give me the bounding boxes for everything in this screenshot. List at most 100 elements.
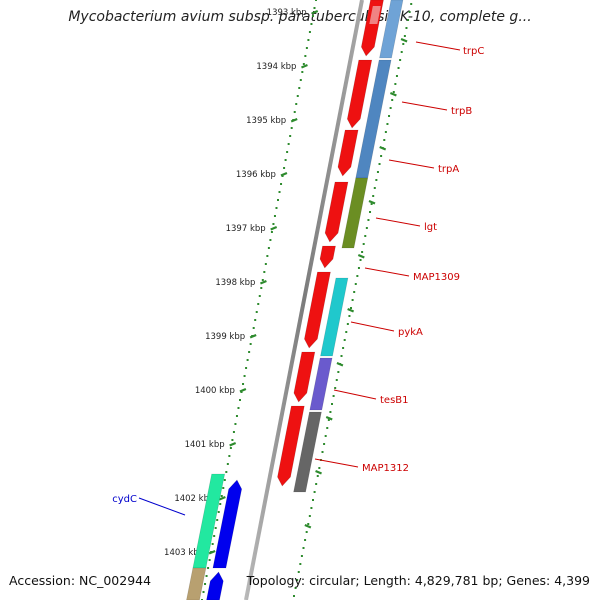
scale-dot: [297, 571, 300, 573]
scale-dot: [298, 87, 301, 89]
scale-dot: [287, 143, 290, 145]
scale-dot: [222, 487, 225, 489]
scale-dot: [335, 379, 338, 381]
scale-dot: [296, 95, 299, 97]
scale-dot: [373, 187, 376, 189]
gene-label[interactable]: cydC: [112, 494, 137, 505]
scale-dot: [273, 215, 276, 217]
scale-dot: [380, 155, 383, 157]
gene-label[interactable]: tesB1: [380, 395, 409, 406]
scale-dot: [313, 491, 316, 493]
scale-dot: [234, 423, 237, 425]
gene-trpC: [379, 0, 404, 59]
label-leader: [401, 101, 448, 111]
scale-dot: [402, 43, 405, 45]
scale-dot: [292, 595, 295, 597]
gene-label[interactable]: MAP1309: [413, 272, 460, 283]
scale-dot: [326, 427, 329, 429]
scale-dot: [389, 107, 392, 109]
scale-dot: [407, 19, 410, 21]
scale-dot: [316, 475, 319, 477]
scale-dot: [337, 371, 340, 373]
label-leader: [350, 321, 395, 332]
genome-title: Mycobacterium avium subsp. paratuberculo…: [68, 9, 532, 25]
scale-dot: [264, 263, 267, 265]
scale-label: 1399 kbp: [205, 332, 245, 342]
cds-red: [337, 129, 359, 177]
gene-label[interactable]: MAP1312: [362, 463, 409, 474]
scale-label: 1395 kbp: [246, 116, 286, 126]
scale-tick: [259, 279, 267, 285]
scale-dot: [315, 0, 317, 1]
scale-dot: [302, 63, 305, 65]
gene-cyd-partner-2: [206, 571, 224, 600]
scale-tick: [229, 441, 237, 447]
scale-dot: [332, 395, 335, 397]
gene-cyd-partner: [212, 479, 243, 569]
scale-dot: [204, 583, 207, 585]
gene-segment: [186, 567, 207, 600]
scale-label: 1403 kbp: [164, 548, 204, 558]
cds-red: [277, 405, 305, 487]
scale-dot: [340, 355, 343, 357]
cds-red: [346, 59, 373, 129]
scale-dot: [249, 343, 252, 345]
scale-dot: [294, 587, 297, 589]
gene-label[interactable]: trpA: [438, 164, 459, 175]
scale-dot: [267, 247, 270, 249]
scale-dot: [372, 195, 375, 197]
scale-tick: [389, 91, 397, 97]
scale-dot: [266, 255, 269, 257]
gene-label[interactable]: pykA: [398, 327, 423, 338]
scale-dot: [304, 55, 307, 57]
scale-tick: [357, 253, 365, 259]
scale-dot: [261, 279, 264, 281]
scale-dot: [302, 547, 305, 549]
scale-dot: [351, 299, 354, 301]
scale-dot: [286, 151, 289, 153]
scale-dot: [270, 231, 273, 233]
scale-label: 1394 kbp: [256, 62, 296, 72]
scale-dot: [299, 563, 302, 565]
scale-dot: [342, 347, 345, 349]
gene-label[interactable]: lgt: [424, 222, 437, 233]
label-leader: [388, 159, 435, 169]
scale-label: 1398 kbp: [215, 278, 255, 288]
scale-dot: [376, 171, 379, 173]
scale-ticks: [208, 9, 408, 555]
scale-dot: [231, 439, 234, 441]
scale-tick: [239, 387, 247, 393]
genome-backbone: [244, 0, 364, 600]
scale-dot: [278, 191, 281, 193]
scale-dot: [299, 79, 302, 81]
scale-dot: [356, 275, 359, 277]
scale-dot: [367, 219, 370, 221]
scale-dot: [205, 575, 208, 577]
scale-dot: [242, 383, 245, 385]
scale-tick: [400, 37, 408, 43]
scale-dot: [362, 243, 365, 245]
scale-dot: [290, 127, 293, 129]
gene-label[interactable]: trpB: [451, 106, 472, 117]
scale-dot: [405, 27, 408, 29]
scale-dot: [313, 7, 316, 9]
gene-label[interactable]: trpC: [463, 46, 484, 57]
scale-dot: [369, 211, 372, 213]
label-leader: [314, 458, 359, 468]
gene-MAP1312: [293, 411, 322, 493]
scale-dot: [260, 287, 263, 289]
scale-dot: [243, 375, 246, 377]
scale-dot: [220, 495, 223, 497]
scale-dot: [239, 399, 241, 401]
scale-dot: [207, 567, 210, 569]
scale-dot: [327, 419, 330, 421]
scale-dot: [392, 91, 395, 93]
scale-dot: [329, 411, 332, 413]
scale-tick: [270, 225, 278, 231]
scale-dot: [403, 35, 406, 37]
scale-dot: [301, 71, 304, 73]
scale-dot: [311, 15, 314, 17]
scale-dot: [283, 167, 286, 169]
scale-dot: [229, 447, 232, 449]
scale-dot: [408, 11, 411, 13]
